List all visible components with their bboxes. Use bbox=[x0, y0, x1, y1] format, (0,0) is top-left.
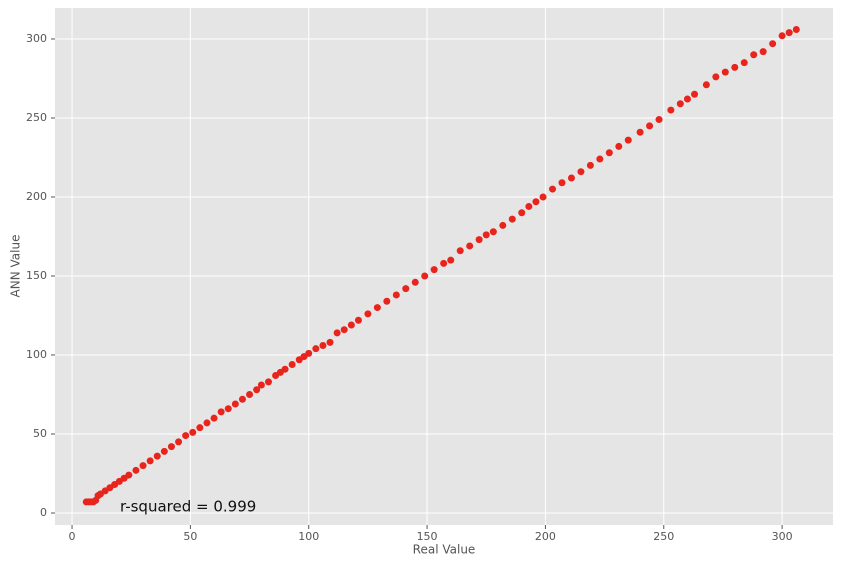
y-tick-label: 200 bbox=[26, 190, 47, 203]
point bbox=[231, 400, 239, 408]
point bbox=[577, 168, 585, 176]
y-tick-label: 50 bbox=[33, 427, 47, 440]
point bbox=[189, 428, 197, 436]
point bbox=[281, 365, 289, 373]
point bbox=[740, 59, 748, 67]
annotation: r-squared = 0.999 bbox=[120, 498, 256, 516]
point bbox=[264, 378, 272, 386]
x-axis-label: Real Value bbox=[413, 543, 476, 557]
point bbox=[153, 452, 161, 460]
point bbox=[586, 161, 594, 169]
point bbox=[146, 457, 154, 465]
point bbox=[246, 390, 254, 398]
point bbox=[354, 316, 362, 324]
y-tick-label: 0 bbox=[40, 506, 47, 519]
point bbox=[624, 136, 632, 144]
point bbox=[792, 25, 800, 33]
point bbox=[539, 193, 547, 201]
point bbox=[167, 443, 175, 451]
point bbox=[257, 381, 265, 389]
point bbox=[558, 179, 566, 187]
point bbox=[712, 73, 720, 81]
x-tick-label: 150 bbox=[417, 530, 438, 543]
point bbox=[596, 155, 604, 163]
point bbox=[532, 198, 540, 206]
point bbox=[125, 471, 133, 479]
point bbox=[430, 266, 438, 274]
point bbox=[402, 285, 410, 293]
y-tick-label: 150 bbox=[26, 269, 47, 282]
y-tick-label: 100 bbox=[26, 348, 47, 361]
point bbox=[466, 242, 474, 250]
point bbox=[683, 95, 691, 103]
point bbox=[567, 174, 575, 182]
point bbox=[139, 462, 147, 470]
point bbox=[411, 278, 419, 286]
point bbox=[364, 310, 372, 318]
point bbox=[312, 345, 320, 353]
point bbox=[182, 432, 190, 440]
x-tick-label: 200 bbox=[535, 530, 556, 543]
point bbox=[475, 236, 483, 244]
y-tick-label: 250 bbox=[26, 111, 47, 124]
point bbox=[175, 438, 183, 446]
point bbox=[224, 405, 232, 413]
point bbox=[691, 90, 699, 98]
point bbox=[785, 29, 793, 37]
y-axis-label: ANN Value bbox=[9, 235, 23, 298]
point bbox=[769, 40, 777, 48]
point bbox=[750, 51, 758, 59]
point bbox=[373, 304, 381, 312]
point bbox=[721, 68, 729, 76]
point bbox=[759, 48, 767, 56]
x-tick-label: 250 bbox=[653, 530, 674, 543]
point bbox=[636, 128, 644, 136]
point bbox=[778, 32, 786, 40]
point bbox=[456, 247, 464, 255]
point bbox=[347, 321, 355, 329]
point bbox=[340, 326, 348, 334]
point bbox=[288, 360, 296, 368]
x-tick-label: 100 bbox=[298, 530, 319, 543]
point bbox=[667, 106, 675, 114]
point bbox=[646, 122, 654, 130]
point bbox=[210, 414, 218, 422]
point bbox=[319, 342, 327, 350]
point bbox=[421, 272, 429, 280]
point bbox=[440, 259, 448, 267]
point bbox=[525, 202, 533, 210]
point bbox=[605, 149, 613, 157]
point bbox=[447, 256, 455, 264]
point bbox=[549, 185, 557, 193]
point bbox=[702, 81, 710, 89]
point bbox=[518, 209, 526, 217]
point bbox=[392, 291, 400, 299]
point bbox=[196, 424, 204, 432]
point bbox=[253, 386, 261, 394]
point bbox=[676, 100, 684, 108]
point bbox=[482, 231, 490, 239]
point bbox=[238, 395, 246, 403]
point bbox=[160, 447, 168, 455]
point bbox=[132, 466, 140, 474]
x-tick-label: 50 bbox=[183, 530, 197, 543]
point bbox=[383, 297, 391, 305]
point bbox=[326, 338, 334, 346]
point bbox=[203, 419, 211, 427]
point bbox=[655, 116, 663, 124]
y-tick-label: 300 bbox=[26, 32, 47, 45]
point bbox=[615, 142, 623, 150]
point bbox=[499, 221, 507, 229]
point bbox=[217, 408, 225, 416]
x-tick-label: 0 bbox=[69, 530, 76, 543]
point bbox=[731, 63, 739, 71]
x-tick-label: 300 bbox=[772, 530, 793, 543]
point bbox=[508, 215, 516, 223]
point bbox=[305, 349, 313, 357]
point bbox=[489, 228, 497, 236]
point bbox=[333, 329, 341, 337]
